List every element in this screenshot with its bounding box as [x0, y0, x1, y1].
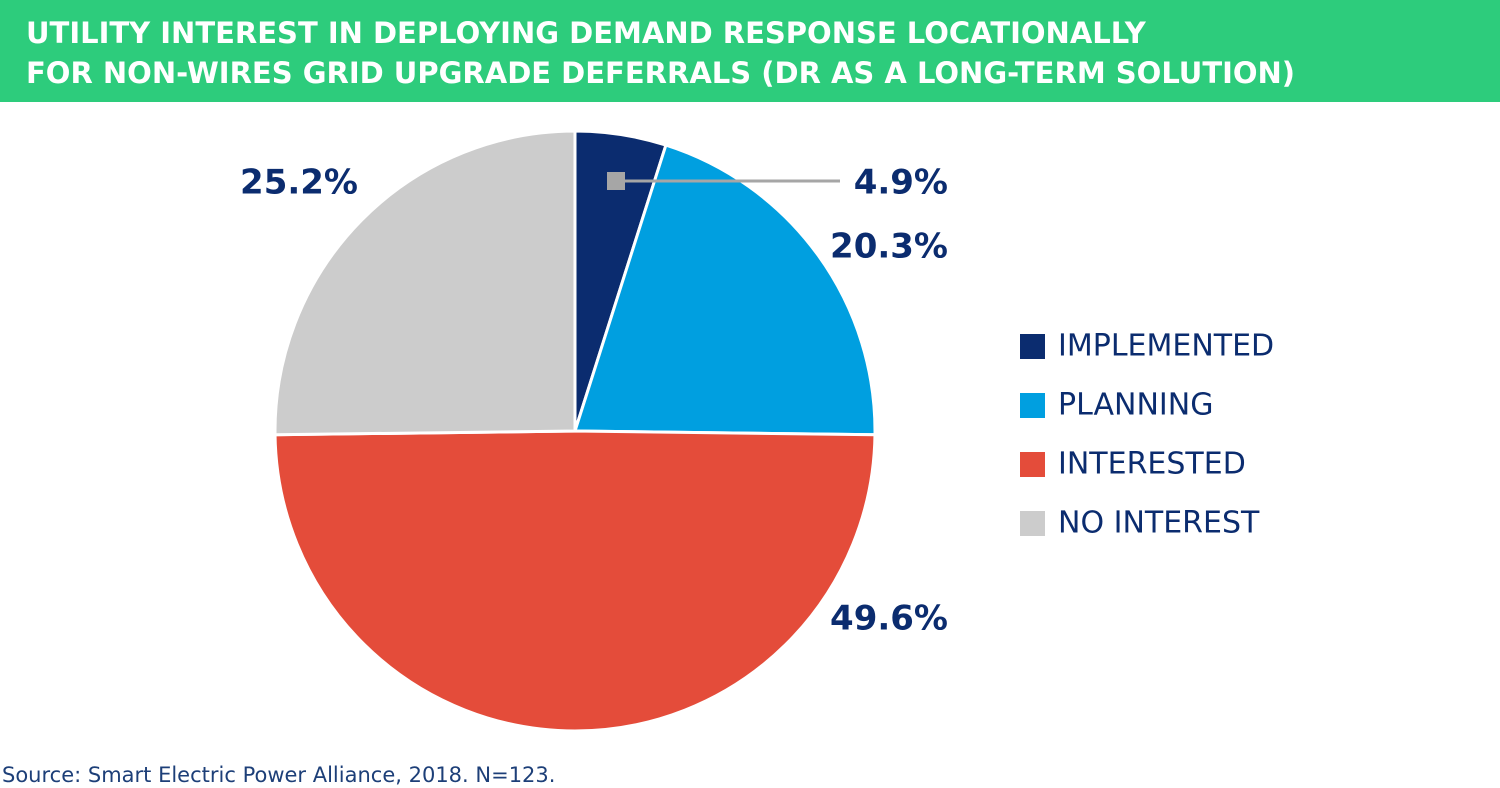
value-label: 25.2%: [240, 163, 358, 203]
legend-swatch: [1020, 334, 1045, 359]
legend-label: PLANNING: [1058, 388, 1213, 423]
legend-label: INTERESTED: [1058, 447, 1246, 482]
value-label: 49.6%: [830, 599, 948, 639]
value-label: 4.9%: [854, 163, 948, 203]
pie-slice: [572, 143, 877, 437]
chart-title: FOR NON-WIRES GRID UPGRADE DEFERRALS (DR…: [26, 56, 1295, 90]
source: Source: Smart Electric Power Alliance, 2…: [2, 763, 555, 787]
legend-swatch: [1020, 393, 1045, 418]
chart-title: UTILITY INTEREST IN DEPLOYING DEMAND RES…: [26, 16, 1147, 50]
value-label: 20.3%: [830, 227, 948, 267]
leader-marker: [607, 172, 625, 190]
legend-label: NO INTEREST: [1058, 506, 1260, 541]
header-band: [0, 0, 1500, 102]
pie-slice: [273, 429, 877, 733]
legend-label: IMPLEMENTED: [1058, 329, 1274, 364]
pie-slice: [273, 129, 577, 437]
legend-swatch: [1020, 511, 1045, 536]
legend-swatch: [1020, 452, 1045, 477]
